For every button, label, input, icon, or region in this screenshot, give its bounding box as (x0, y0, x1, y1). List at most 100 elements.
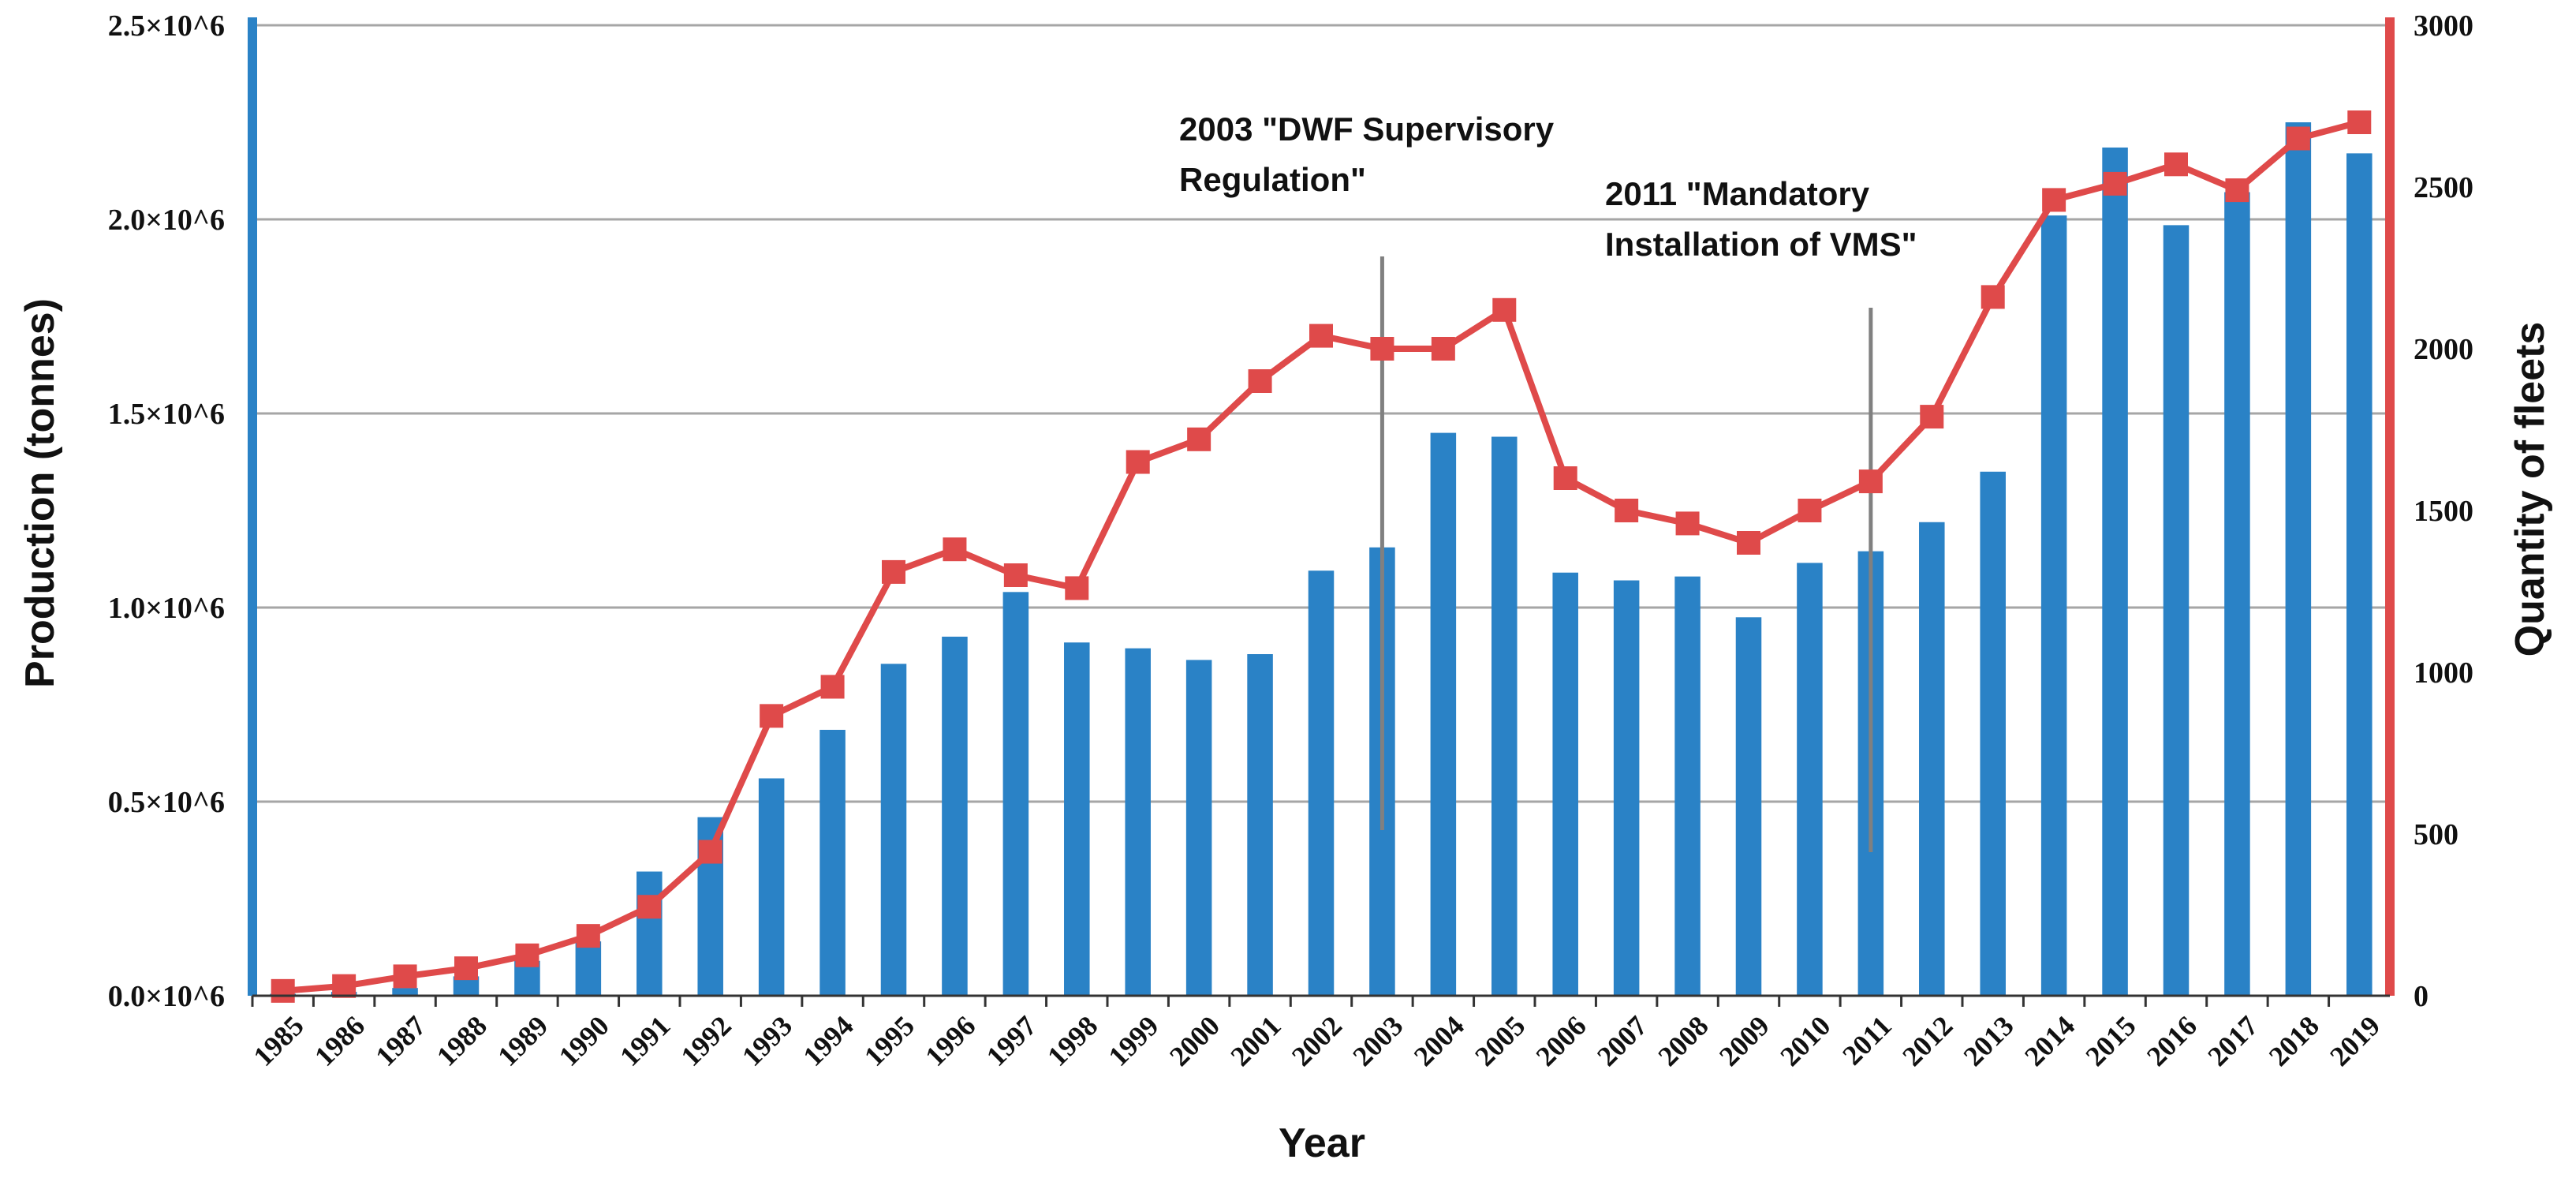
fleet-marker-2016 (2164, 152, 2188, 177)
x-tick-label-2007: 2007 (1591, 1010, 1653, 1072)
fleet-marker-2007 (1615, 499, 1639, 522)
fleet-marker-1996 (943, 537, 967, 562)
x-tick-label-2011: 2011 (1836, 1010, 1898, 1071)
fleet-marker-2019 (2347, 110, 2372, 134)
x-tick-label-2016: 2016 (2141, 1010, 2203, 1072)
fleet-marker-2003 (1370, 337, 1394, 361)
fleet-marker-2004 (1431, 337, 1455, 361)
fleet-marker-1990 (576, 924, 600, 948)
fleet-marker-2011 (1858, 469, 1883, 494)
bar-2008 (1674, 576, 1701, 996)
x-tick-label-1998: 1998 (1041, 1010, 1103, 1072)
x-tick-label-2003: 2003 (1346, 1010, 1409, 1072)
x-tick-label-2001: 2001 (1224, 1010, 1286, 1072)
fleet-marker-2006 (1553, 466, 1577, 490)
fleet-marker-1994 (820, 675, 845, 699)
y-tick-label-left: 2.0×10^6 (108, 204, 225, 237)
x-axis-title: Year (1279, 1120, 1365, 1166)
x-tick-label-2010: 2010 (1774, 1010, 1836, 1072)
bar-1994 (819, 729, 846, 996)
y-tick-label-right: 2500 (2414, 171, 2473, 204)
x-tick-label-2018: 2018 (2263, 1010, 2325, 1072)
x-tick-label-2017: 2017 (2201, 1010, 2264, 1072)
y-tick-label-right: 3000 (2414, 9, 2473, 43)
fleet-marker-1993 (760, 704, 784, 728)
x-tick-label-2019: 2019 (2324, 1010, 2386, 1072)
bar-1997 (1002, 592, 1029, 996)
bar-2010 (1797, 563, 1823, 996)
fleet-marker-2000 (1187, 427, 1211, 451)
fleet-marker-2005 (1492, 297, 1517, 322)
y-tick-label-left: 1.0×10^6 (108, 592, 225, 625)
fleet-marker-1989 (515, 943, 539, 967)
fleet-marker-2009 (1737, 531, 1760, 555)
bar-2014 (2040, 215, 2067, 997)
bar-1990 (575, 941, 602, 996)
x-tick-label-1997: 1997 (980, 1010, 1043, 1072)
bar-2004 (1430, 432, 1457, 996)
bar-1995 (880, 664, 907, 996)
fleet-marker-2008 (1675, 511, 1700, 536)
x-tick-label-1986: 1986 (308, 1010, 371, 1072)
y-axis-title-right: Quantity of fleets (2507, 322, 2553, 657)
fleet-marker-1986 (332, 974, 357, 998)
bar-1996 (942, 636, 968, 996)
bar-2018 (2285, 122, 2312, 996)
x-tick-label-2004: 2004 (1408, 1010, 1470, 1072)
bar-1993 (758, 778, 785, 996)
x-tick-label-2005: 2005 (1469, 1010, 1531, 1072)
x-tick-label-1994: 1994 (797, 1010, 859, 1072)
y-axis-title-left: Production (tonnes) (17, 298, 63, 688)
annotation-labels: 2003 "DWF Supervisory Regulation" 2011 "Ma… (1179, 110, 1917, 263)
y-tick-label-right: 1000 (2414, 656, 2473, 690)
x-tick-label-2009: 2009 (1713, 1010, 1775, 1072)
x-tick-label-2013: 2013 (1958, 1010, 2020, 1072)
fleet-marker-1985 (271, 978, 295, 1003)
bar-2015 (2102, 147, 2128, 997)
fleet-marker-2017 (2225, 178, 2249, 203)
bar-2009 (1735, 617, 1762, 996)
y-tick-label-right: 0 (2414, 980, 2429, 1013)
fleet-line-series (271, 110, 2372, 1003)
x-tick-label-1992: 1992 (675, 1010, 737, 1072)
fleet-marker-2001 (1248, 369, 1272, 393)
x-tick-label-2000: 2000 (1163, 1010, 1226, 1072)
fleet-marker-1987 (393, 964, 417, 989)
x-tick-label-1987: 1987 (369, 1010, 431, 1072)
x-tick-label-1989: 1989 (491, 1010, 554, 1072)
y-tick-label-right: 1500 (2414, 495, 2473, 528)
x-tick-label-1991: 1991 (614, 1010, 676, 1072)
annotation-text-2011: 2011 "Mandatory (1605, 175, 1870, 212)
y-tick-label-left: 0.5×10^6 (108, 786, 225, 819)
fleet-marker-2018 (2286, 126, 2310, 151)
bar-2019 (2346, 153, 2373, 997)
x-tick-label-2006: 2006 (1530, 1010, 1592, 1072)
bar-2013 (1980, 471, 2006, 996)
x-tick-label-2012: 2012 (1896, 1010, 1958, 1072)
annotation-text-2003: 2003 "DWF Supervisory (1179, 110, 1555, 148)
bar-2000 (1185, 660, 1212, 996)
x-tick-label-2008: 2008 (1652, 1010, 1714, 1072)
fleet-marker-1995 (882, 559, 905, 584)
bar-1998 (1064, 642, 1090, 996)
bar-1999 (1125, 648, 1151, 996)
fleet-marker-2002 (1309, 323, 1333, 348)
fleet-marker-1992 (698, 840, 722, 864)
x-tick-label-1995: 1995 (858, 1010, 920, 1072)
bar-1991 (637, 871, 663, 996)
x-tick-label-2015: 2015 (2079, 1010, 2141, 1072)
bar-2006 (1552, 572, 1578, 996)
fleet-marker-2014 (2042, 188, 2066, 212)
bar-1987 (392, 988, 418, 996)
fleet-marker-1988 (454, 956, 478, 981)
y-tick-label-left: 2.5×10^6 (108, 9, 225, 43)
fleet-marker-2010 (1798, 499, 1822, 522)
annotation-text-2011: Installation of VMS" (1605, 226, 1917, 263)
annotation-text-2003: Regulation" (1179, 161, 1366, 198)
fleet-marker-1997 (1003, 563, 1028, 587)
bar-2002 (1308, 570, 1335, 996)
x-tick-label-1999: 1999 (1103, 1010, 1165, 1072)
bar-2017 (2224, 192, 2250, 996)
bar-2001 (1247, 654, 1273, 996)
